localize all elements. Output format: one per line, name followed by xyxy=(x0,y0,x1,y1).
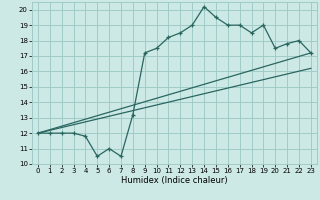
X-axis label: Humidex (Indice chaleur): Humidex (Indice chaleur) xyxy=(121,176,228,185)
